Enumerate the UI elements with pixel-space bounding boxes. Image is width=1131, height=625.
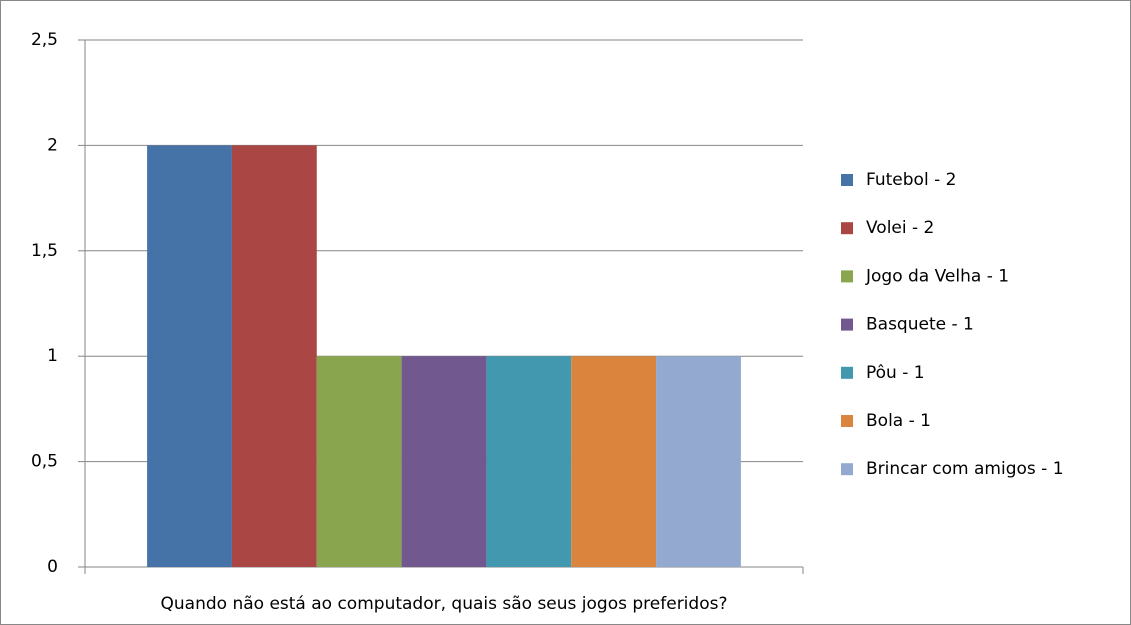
legend-label: Bola - 1 [866,411,931,431]
bar [401,356,487,567]
bar [571,356,657,567]
legend-swatch [841,318,853,331]
y-tick-label: 0 [47,557,58,577]
bar [231,145,317,567]
x-tick-label: Quando não está ao computador, quais são… [161,594,728,614]
legend-label: Volei - 2 [866,218,934,238]
y-tick-label: 2 [47,135,58,155]
legend-label: Pôu - 1 [866,363,925,383]
bar [147,145,232,567]
y-tick-label: 2,5 [31,30,58,50]
legend-swatch [841,174,853,186]
bar [486,356,572,567]
legend-label: Jogo da Velha - 1 [865,266,1009,286]
y-tick-label: 1,5 [31,241,58,261]
legend-label: Brincar com amigos - 1 [866,459,1064,479]
legend-swatch [841,270,853,283]
legend-swatch [841,222,853,235]
legend-label: Basquete - 1 [866,315,974,335]
y-tick-label: 1 [47,346,58,366]
bar [316,356,402,567]
legend-swatch [841,366,853,379]
bar [656,356,741,567]
legend-swatch [841,415,853,427]
y-tick-label: 0,5 [31,452,58,472]
legend-label: Futebol - 2 [866,170,956,190]
legend-swatch [841,463,853,476]
